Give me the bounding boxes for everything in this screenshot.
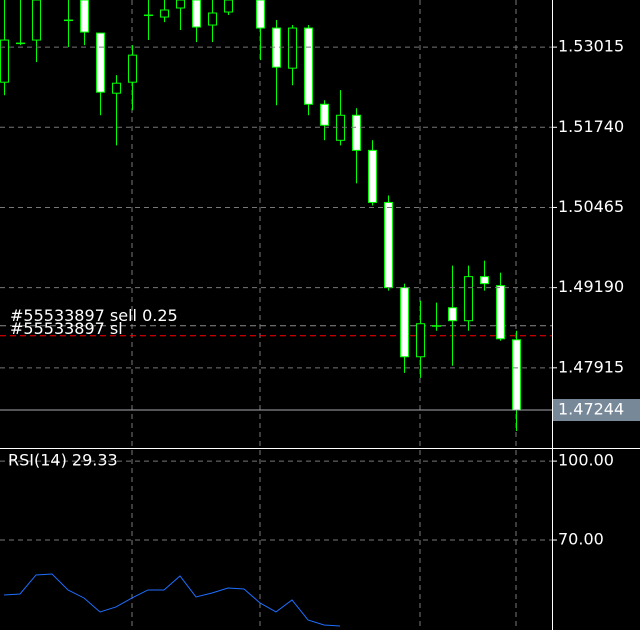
axes: 1.53015 1.51740 1.50465 1.49190 1.47915 #5553… [0,37,640,549]
y-tick-label: 1.47915 [558,357,624,376]
candle-body [144,14,153,17]
candle-body [80,0,89,33]
candle-body [368,149,377,203]
candle-body [320,103,329,126]
candle-body [480,276,489,285]
candle-body [416,323,425,358]
candle-body [400,287,409,358]
candle-body [64,19,73,22]
candle-body [256,0,265,29]
candle-body [176,0,185,9]
candle-body [208,12,217,26]
last-price-box [553,399,640,422]
order-label: #55533897 sl [10,319,123,338]
last-price-label: 1.47244 [558,400,624,419]
candle-body [192,0,201,28]
y-tick-label: 1.53015 [558,37,624,56]
rsi-panel [3,573,341,627]
y-tick-label: 1.49190 [558,277,624,296]
price-panel [0,0,552,431]
y-tick-label: 1.51740 [558,117,624,136]
y-tick-label: 100.00 [558,451,614,470]
candle-body [96,32,105,93]
rsi-title: RSI(14) 29.33 [8,451,118,470]
candle-body [112,82,121,94]
candle-body [224,0,233,13]
candle-body [496,285,505,340]
candle-body [464,276,473,322]
candle-body [128,54,137,83]
candle-body [272,27,281,68]
rsi-line [3,573,341,627]
candle-body [160,9,169,18]
candle-body [384,201,393,289]
order-label: #55533897 sell 0.25 [10,306,178,325]
candle-body [432,325,441,327]
candle-body [352,114,361,151]
candle-body [288,27,297,69]
candle-body [0,39,9,83]
candle-body [16,42,25,45]
candle-body [512,339,521,411]
candle-body [304,27,313,105]
y-tick-label: 1.50465 [558,197,624,216]
candle-body [448,307,457,322]
candle-body [336,114,345,141]
y-tick-label: 70.00 [558,530,604,549]
v-grid [131,0,517,630]
candle-body [32,0,41,41]
